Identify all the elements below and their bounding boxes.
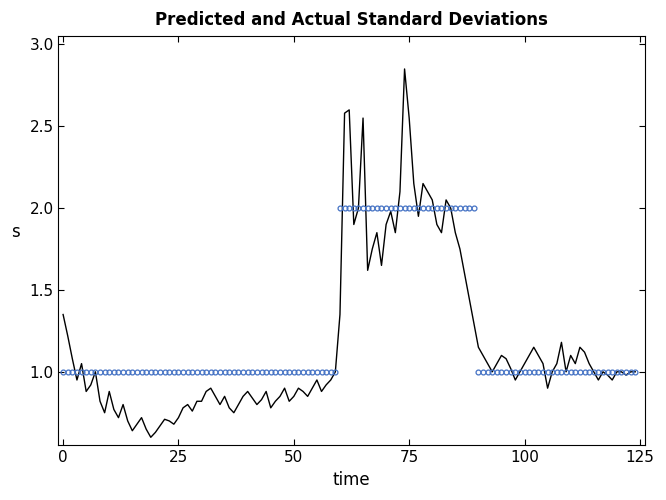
X-axis label: time: time (333, 471, 370, 489)
Title: Predicted and Actual Standard Deviations: Predicted and Actual Standard Deviations (155, 11, 548, 29)
Y-axis label: s: s (11, 223, 20, 241)
